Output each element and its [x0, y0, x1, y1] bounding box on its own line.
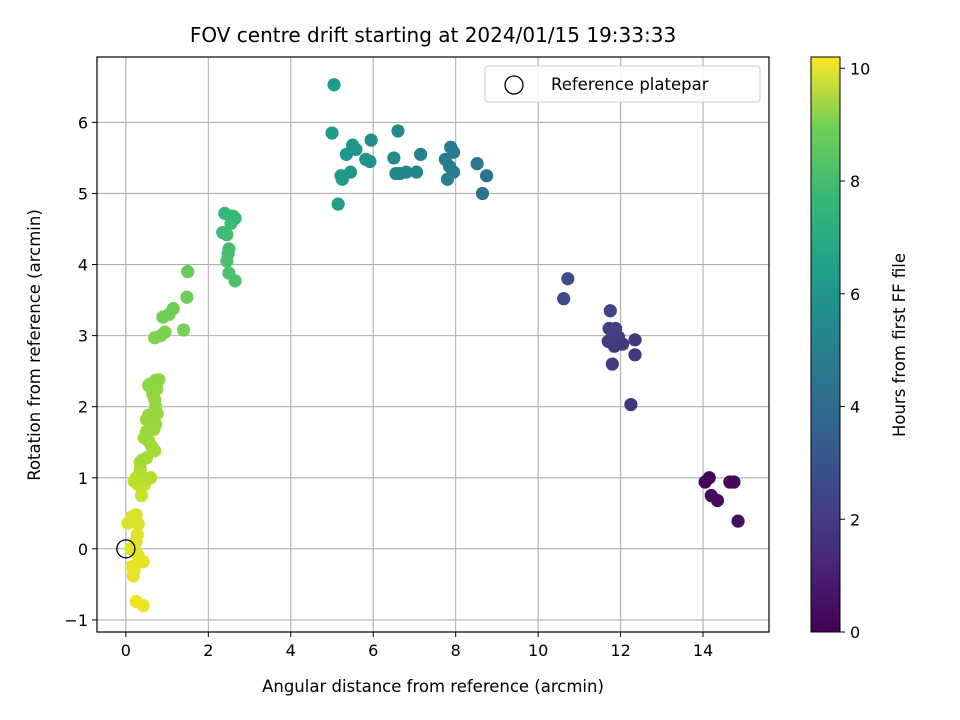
data-point: [218, 206, 232, 220]
x-tick-label: 0: [121, 641, 131, 660]
data-point: [130, 528, 145, 542]
plot-frame: [96, 56, 770, 633]
reference-marker: [116, 539, 136, 559]
data-point: [222, 242, 236, 256]
data-point: [166, 302, 180, 316]
y-tick-label: 3: [78, 327, 88, 346]
data-point: [475, 186, 490, 201]
data-points: [121, 78, 745, 613]
data-point: [470, 157, 484, 171]
data-point: [364, 133, 378, 147]
data-point: [129, 508, 143, 522]
x-axis-ticks: 0 2 4 6 8 10 12 14: [121, 632, 713, 660]
x-tick-label: 4: [286, 641, 296, 660]
colorbar-tick-label: 4: [850, 398, 860, 417]
data-point: [391, 124, 405, 138]
x-tick-label: 2: [203, 641, 213, 660]
data-point: [414, 147, 428, 161]
colorbar-tick-label: 8: [850, 172, 860, 191]
colorbar-label: Hours from first FF file: [890, 253, 909, 437]
y-axis-ticks: −1 0 1 2 3 4 5 6: [64, 113, 97, 630]
colorbar: 0 2 4 6 8 10 Hours from first FF file: [810, 56, 909, 642]
y-tick-label: 1: [78, 469, 88, 488]
data-point: [698, 475, 712, 489]
x-tick-label: 14: [693, 641, 713, 660]
x-tick-label: 10: [528, 641, 548, 660]
colorbar-ticks: 0 2 4 6 8 10: [840, 59, 870, 642]
data-point: [152, 373, 166, 387]
data-point: [325, 126, 339, 140]
colorbar-frame: [810, 56, 841, 633]
reference-marker-layer: [116, 539, 136, 559]
data-point: [616, 337, 630, 351]
data-point: [129, 594, 143, 609]
data-point: [158, 325, 172, 339]
data-point: [216, 225, 230, 240]
data-point: [557, 292, 571, 306]
data-point: [331, 197, 345, 211]
colorbar-tick-label: 6: [850, 285, 860, 304]
colorbar-tick-label: 0: [850, 623, 860, 642]
y-tick-label: 6: [78, 113, 88, 132]
legend-reference-marker: [504, 75, 524, 95]
data-point: [387, 151, 401, 165]
data-point: [605, 357, 619, 371]
data-point: [603, 304, 617, 318]
data-point: [349, 142, 363, 156]
data-point: [409, 165, 424, 179]
data-point: [143, 471, 158, 485]
data-point: [222, 266, 236, 280]
data-point: [327, 78, 341, 92]
data-point: [125, 560, 139, 574]
colorbar-gradient: [811, 57, 840, 632]
x-tick-label: 8: [451, 641, 461, 660]
data-point: [399, 165, 413, 179]
data-point: [181, 265, 195, 279]
legend-label-reference: Reference platepar: [551, 75, 709, 94]
x-tick-label: 12: [610, 641, 630, 660]
data-point: [624, 397, 638, 412]
data-point: [628, 333, 642, 347]
data-point: [704, 488, 718, 503]
y-axis-label: Rotation from reference (arcmin): [25, 209, 44, 481]
y-tick-label: −1: [64, 611, 88, 630]
data-point: [343, 165, 358, 179]
data-point: [731, 514, 745, 528]
y-tick-label: 0: [78, 540, 88, 559]
data-point: [363, 154, 377, 169]
data-point: [447, 145, 461, 159]
legend-box: [484, 65, 761, 103]
y-tick-label: 4: [78, 256, 88, 275]
data-point: [723, 475, 737, 489]
y-tick-label: 5: [78, 184, 88, 203]
data-point: [628, 348, 642, 362]
data-point: [176, 323, 191, 337]
data-point: [479, 169, 494, 183]
y-tick-label: 2: [78, 398, 88, 417]
data-point: [134, 488, 149, 503]
legend: Reference platepar: [484, 65, 761, 103]
colorbar-tick-label: 10: [850, 59, 870, 78]
x-tick-label: 6: [368, 641, 378, 660]
chart-title: FOV centre drift starting at 2024/01/15 …: [190, 23, 676, 47]
colorbar-tick-label: 2: [850, 510, 860, 529]
grid: [97, 57, 769, 632]
x-axis-label: Angular distance from reference (arcmin): [262, 677, 604, 696]
data-point: [561, 272, 575, 286]
data-point: [180, 290, 194, 304]
